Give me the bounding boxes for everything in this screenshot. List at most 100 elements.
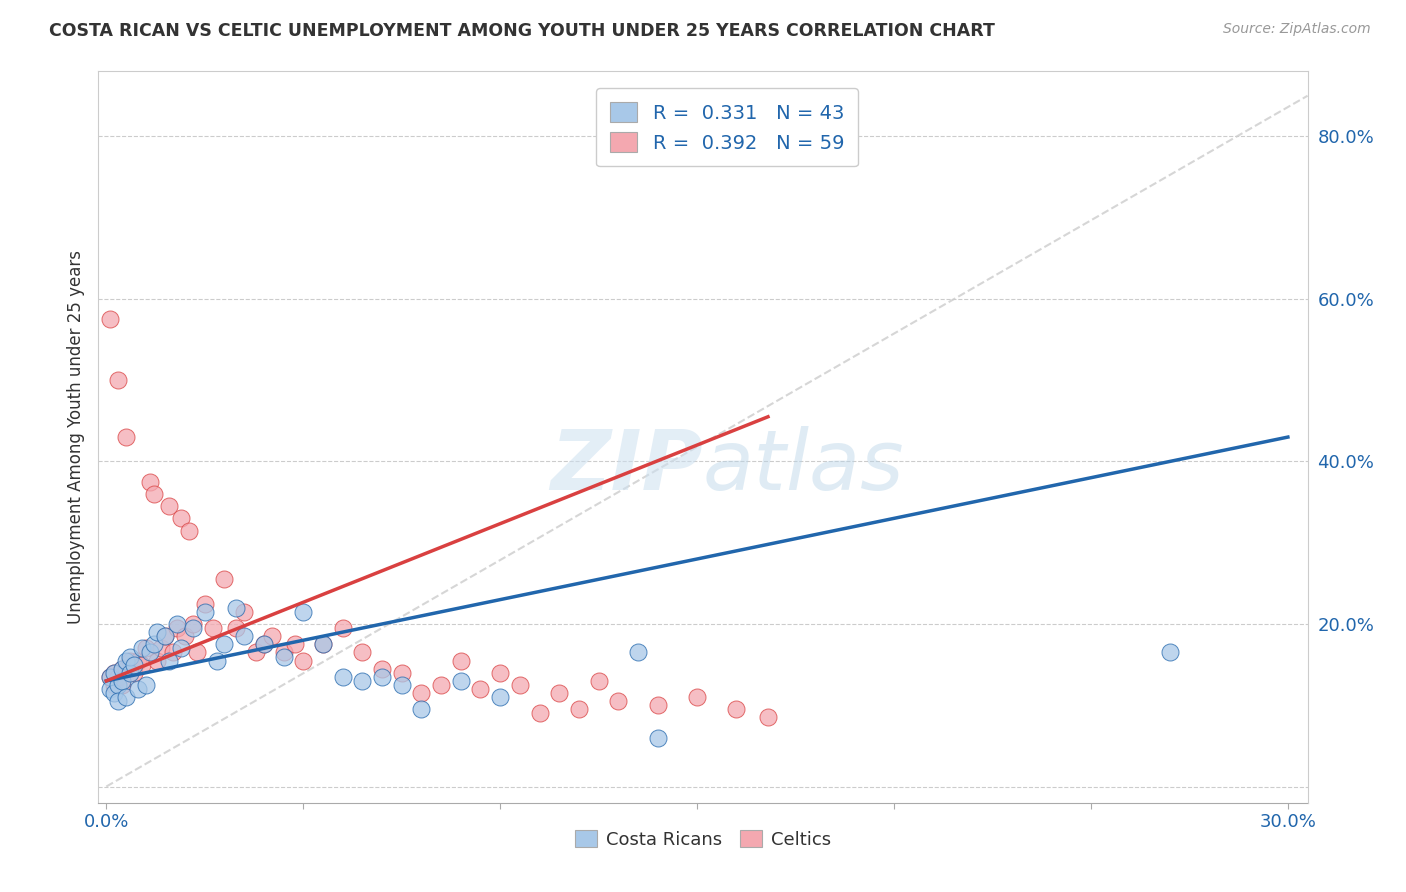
Legend: Costa Ricans, Celtics: Costa Ricans, Celtics: [568, 823, 838, 856]
Point: [103, 678, 125, 692]
Point: [111, 678, 134, 692]
Point: [142, 637, 165, 651]
Point: [127, 681, 149, 696]
Point: [118, 649, 141, 664]
Point: [647, 698, 669, 713]
Point: [135, 641, 157, 656]
Point: [107, 373, 129, 387]
Point: [170, 641, 193, 656]
Point: [155, 629, 177, 643]
Point: [174, 629, 197, 643]
Point: [127, 654, 149, 668]
Point: [214, 572, 236, 586]
Point: [225, 600, 247, 615]
Point: [122, 665, 145, 680]
Point: [131, 657, 153, 672]
Point: [118, 665, 141, 680]
Point: [450, 654, 472, 668]
Point: [489, 690, 512, 705]
Point: [756, 710, 779, 724]
Point: [273, 645, 295, 659]
Point: [98, 312, 121, 326]
Point: [111, 662, 134, 676]
Point: [430, 678, 453, 692]
Point: [627, 645, 650, 659]
Point: [391, 665, 413, 680]
Point: [157, 499, 180, 513]
Point: [568, 702, 591, 716]
Point: [194, 597, 217, 611]
Point: [607, 694, 630, 708]
Point: [177, 524, 200, 538]
Point: [225, 621, 247, 635]
Point: [253, 637, 276, 651]
Point: [205, 654, 228, 668]
Point: [391, 678, 413, 692]
Point: [647, 731, 669, 745]
Point: [107, 670, 129, 684]
Point: [312, 637, 335, 651]
Point: [103, 665, 125, 680]
Point: [332, 621, 354, 635]
Point: [150, 641, 173, 656]
Point: [111, 673, 134, 688]
Point: [725, 702, 748, 716]
Point: [115, 430, 138, 444]
Point: [181, 621, 204, 635]
Point: [131, 641, 153, 656]
Point: [352, 645, 374, 659]
Point: [138, 645, 160, 659]
Point: [155, 629, 177, 643]
Point: [411, 686, 433, 700]
Point: [450, 673, 472, 688]
Point: [201, 621, 224, 635]
Point: [146, 654, 169, 668]
Point: [332, 670, 354, 684]
Point: [509, 678, 531, 692]
Point: [233, 605, 256, 619]
Point: [548, 686, 571, 700]
Point: [98, 670, 121, 684]
Text: ZIP: ZIP: [550, 425, 703, 507]
Point: [371, 670, 394, 684]
Point: [166, 621, 188, 635]
Point: [186, 645, 208, 659]
Point: [111, 662, 134, 676]
Point: [98, 670, 121, 684]
Point: [489, 665, 512, 680]
Text: COSTA RICAN VS CELTIC UNEMPLOYMENT AMONG YOUTH UNDER 25 YEARS CORRELATION CHART: COSTA RICAN VS CELTIC UNEMPLOYMENT AMONG…: [49, 22, 995, 40]
Point: [588, 673, 610, 688]
Point: [470, 681, 492, 696]
Point: [352, 673, 374, 688]
Point: [292, 605, 315, 619]
Point: [157, 654, 180, 668]
Point: [142, 487, 165, 501]
Point: [312, 637, 335, 651]
Point: [245, 645, 267, 659]
Point: [273, 649, 295, 664]
Point: [115, 662, 138, 676]
Point: [162, 645, 184, 659]
Y-axis label: Unemployment Among Youth under 25 years: Unemployment Among Youth under 25 years: [66, 250, 84, 624]
Point: [686, 690, 709, 705]
Point: [529, 706, 551, 721]
Point: [146, 625, 169, 640]
Point: [371, 662, 394, 676]
Point: [253, 637, 276, 651]
Point: [214, 637, 236, 651]
Point: [411, 702, 433, 716]
Point: [103, 686, 125, 700]
Text: atlas: atlas: [703, 425, 904, 507]
Point: [103, 665, 125, 680]
Point: [233, 629, 256, 643]
Point: [135, 678, 157, 692]
Point: [260, 629, 283, 643]
Point: [170, 511, 193, 525]
Point: [181, 617, 204, 632]
Text: Source: ZipAtlas.com: Source: ZipAtlas.com: [1223, 22, 1371, 37]
Point: [194, 605, 217, 619]
Point: [115, 690, 138, 705]
Point: [138, 475, 160, 489]
Point: [284, 637, 307, 651]
Point: [115, 654, 138, 668]
